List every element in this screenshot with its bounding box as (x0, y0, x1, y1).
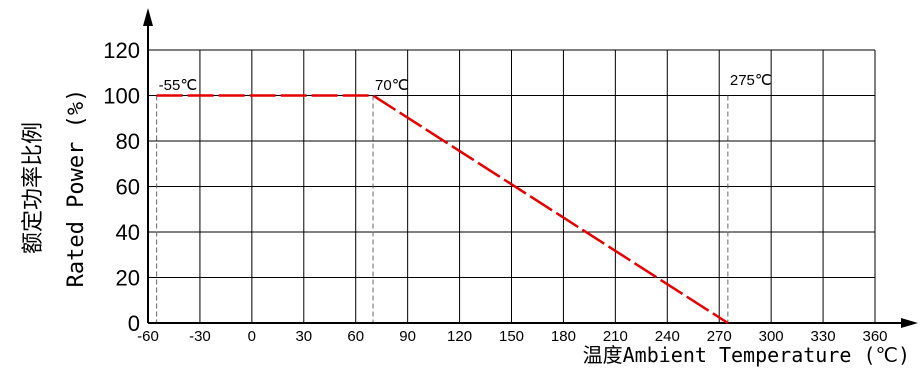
x-tick-label: 240 (655, 328, 680, 345)
annotation-label: 275℃ (730, 72, 772, 89)
y-tick-label: 40 (116, 220, 140, 245)
x-tick-label: 300 (759, 328, 784, 345)
x-tick-label: 90 (399, 328, 416, 345)
x-tick-label: 270 (707, 328, 732, 345)
x-axis-arrow (901, 318, 918, 328)
reference-lines (156, 95, 729, 323)
annotation-label: -55℃ (159, 77, 198, 94)
annotation-label: 70℃ (375, 77, 409, 94)
y-axis-title-cn: 额定功率比例 (21, 122, 46, 254)
x-tick-label: 210 (603, 328, 628, 345)
y-tick-label: 100 (103, 84, 140, 109)
x-tick-label: 30 (295, 328, 312, 345)
x-tick-label: 360 (862, 328, 887, 345)
x-tick-label: 150 (499, 328, 524, 345)
y-tick-label: 80 (116, 129, 140, 154)
series-line (156, 94, 729, 325)
y-tick-label: 60 (116, 175, 140, 200)
x-tick-label: -60 (137, 328, 159, 345)
x-tick-label: 120 (447, 328, 472, 345)
y-tick-labels: 0 20 40 60 80 100 120 (103, 38, 140, 336)
y-axis-title: Rated Power (%) (64, 89, 89, 288)
x-tick-label: 180 (551, 328, 576, 345)
x-tick-label: -30 (189, 328, 211, 345)
annotations: -55℃ 70℃ 275℃ (159, 72, 772, 94)
x-tick-labels: -60 -30 0 30 60 90 120 150 180 210 240 270 300 330 360 (137, 328, 887, 345)
y-tick-label: 0 (128, 311, 140, 336)
series-group (156, 94, 729, 325)
x-axis-title: 温度Ambient Temperature (℃) (583, 343, 910, 367)
y-tick-label: 20 (116, 266, 140, 291)
axes (143, 8, 918, 328)
grid (148, 49, 876, 323)
x-tick-label: 0 (248, 328, 256, 345)
x-tick-label: 60 (347, 328, 364, 345)
y-tick-label: 120 (103, 38, 140, 63)
y-axis-arrow (143, 8, 153, 26)
x-tick-label: 330 (811, 328, 836, 345)
